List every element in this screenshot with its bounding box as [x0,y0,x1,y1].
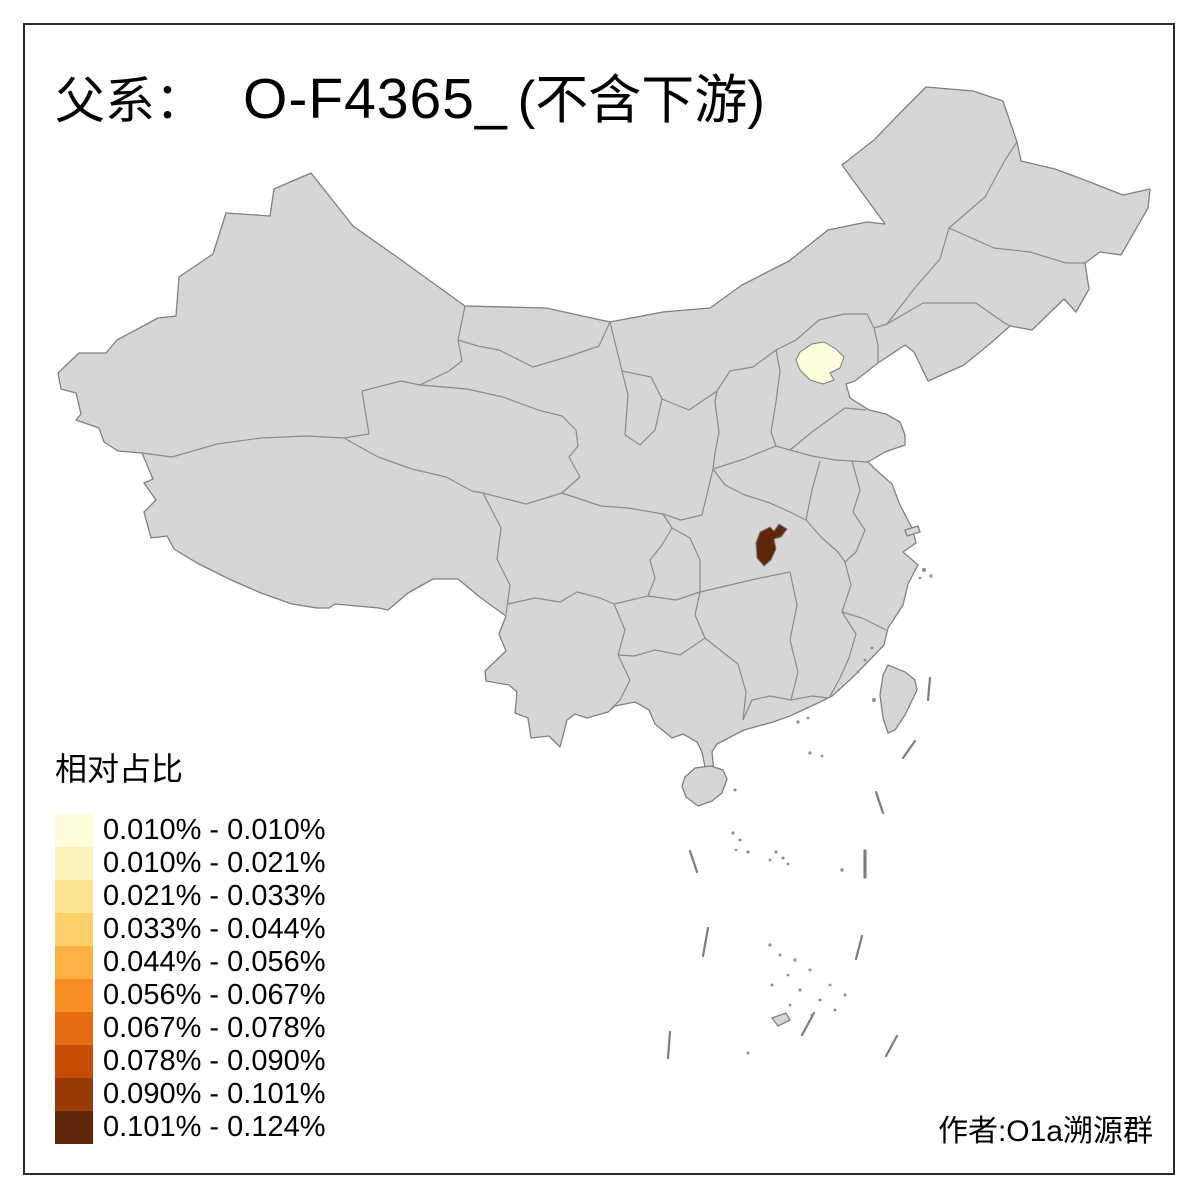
province-borders [141,141,1085,721]
legend-swatch [55,979,93,1012]
legend-swatch [55,1045,93,1078]
legend-row: 0.010% - 0.010% [55,814,325,847]
legend-label: 0.021% - 0.033% [103,880,326,912]
title-note: (不含下游) [517,71,765,130]
nine-dash-line [666,676,932,1060]
title-haplogroup: O-F4365_ [243,67,508,131]
legend-row: 0.033% - 0.044% [55,913,325,946]
legend-row: 0.021% - 0.033% [55,880,325,913]
legend-swatch [55,880,93,913]
mainland-outline [57,86,1151,773]
legend-row: 0.067% - 0.078% [55,1012,325,1045]
hainan-island [681,765,728,807]
china-landmass [57,86,1151,1027]
legend-swatch [55,1012,93,1045]
highlighted-regions [755,341,845,567]
legend-swatch [55,913,93,946]
legend-label: 0.010% - 0.010% [103,814,326,846]
legend-swatch [55,1111,93,1144]
legend-row: 0.078% - 0.090% [55,1045,325,1078]
attribution: 作者:O1a溯源群 [937,1115,1153,1148]
legend-swatch [55,1078,93,1111]
legend-swatch [55,814,93,847]
legend-label: 0.078% - 0.090% [103,1045,326,1077]
legend-row: 0.044% - 0.056% [55,946,325,979]
legend-title: 相对占比 [55,751,184,787]
legend-swatch [55,847,93,880]
title-lineage-label: 父系： [55,73,205,129]
legend-row: 0.056% - 0.067% [55,979,325,1012]
legend-label: 0.010% - 0.021% [103,847,326,879]
legend-label: 0.056% - 0.067% [103,979,326,1011]
spratly-islet [771,1012,791,1027]
legend-label: 0.033% - 0.044% [103,913,326,945]
legend-label: 0.067% - 0.078% [103,1012,326,1044]
legend-row: 0.090% - 0.101% [55,1078,325,1111]
legend-label: 0.090% - 0.101% [103,1078,326,1110]
region-hubei-prefecture [755,523,788,567]
map-title: 父系： O-F4365_ (不含下游) [55,58,765,134]
chongming-island [904,525,921,537]
legend-row: 0.101% - 0.124% [55,1111,325,1144]
legend-swatch [55,946,93,979]
legend-label: 0.101% - 0.124% [103,1111,326,1143]
region-beijing [795,341,845,385]
south-china-sea-islands [731,568,933,1055]
taiwan-island [879,664,918,734]
legend: 相对占比 0.010% - 0.010% 0.010% - 0.021% 0.0… [55,744,325,1144]
legend-row: 0.010% - 0.021% [55,847,325,880]
legend-label: 0.044% - 0.056% [103,946,326,978]
